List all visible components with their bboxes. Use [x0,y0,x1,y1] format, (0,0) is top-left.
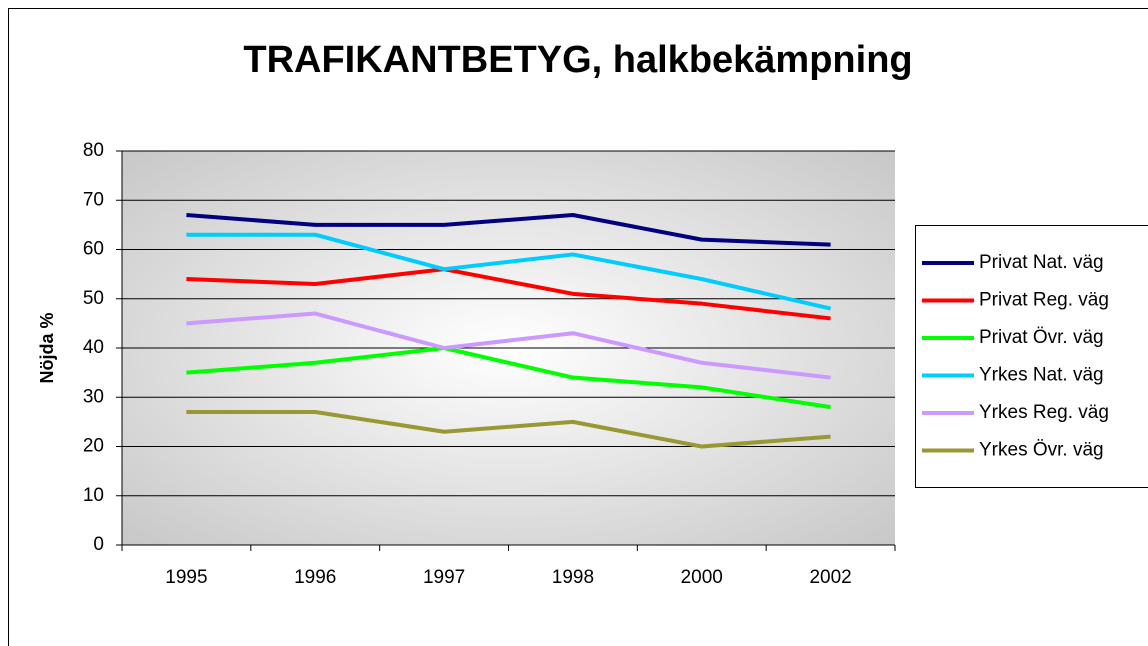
y-tick-label: 0 [93,534,104,555]
y-tick-label: 10 [83,485,104,506]
legend-label: Privat Reg. väg [979,290,1109,311]
series-line [186,410,831,449]
y-tick-label: 30 [83,386,104,407]
y-tick-label: 50 [83,288,104,309]
series-line [186,267,831,321]
series-line [186,346,831,410]
x-tick-label: 1996 [294,567,336,588]
series-line [186,213,831,247]
series-line [186,232,832,311]
series-line [186,311,831,380]
legend-label: Privat Övr. väg [979,327,1104,348]
x-tick-label: 2002 [809,567,851,588]
y-tick-label: 80 [83,140,104,161]
x-tick-label: 1998 [552,567,594,588]
legend-label: Yrkes Nat. väg [979,365,1104,386]
x-tick-label: 2000 [681,567,723,588]
y-axis-label: Nöjda % [37,312,57,383]
y-tick-label: 60 [83,239,104,260]
y-tick-label: 70 [83,189,104,210]
legend-label: Privat Nat. väg [979,252,1104,273]
x-tick-label: 1995 [165,567,207,588]
chart-title: TRAFIKANTBETYG, halkbekämpning [243,39,912,81]
y-tick-label: 40 [83,337,104,358]
y-tick-label: 20 [83,436,104,457]
legend-label: Yrkes Övr. väg [979,440,1104,461]
x-tick-label: 1997 [423,567,465,588]
legend-label: Yrkes Reg. väg [979,402,1109,423]
legend [915,225,1148,488]
